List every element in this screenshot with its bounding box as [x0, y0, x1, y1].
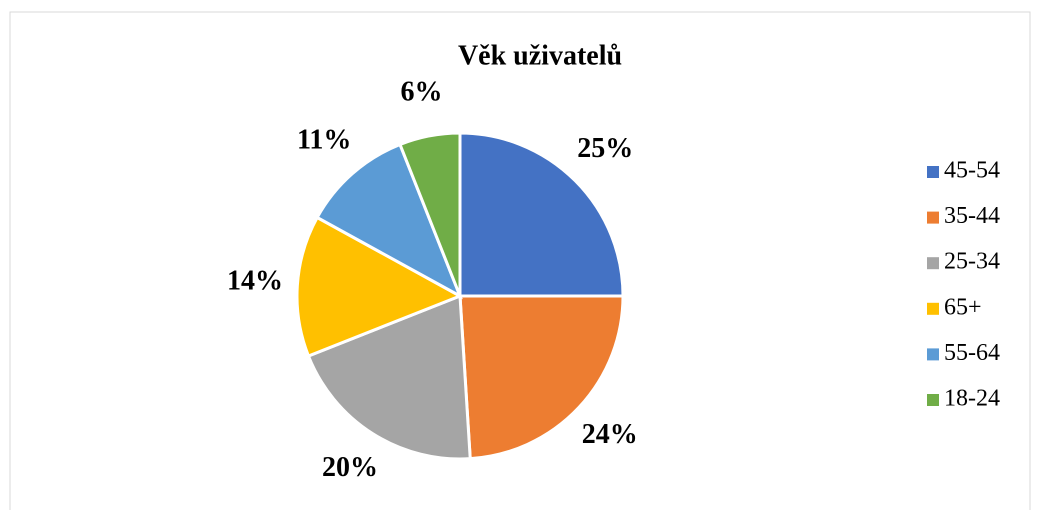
data-label: 25%: [577, 133, 633, 164]
pie-slice: [398, 131, 462, 297]
pie-slice: [295, 215, 464, 358]
pie-slice: [458, 294, 625, 461]
legend-label: 18-24: [944, 386, 1000, 412]
legend-label: 55-64: [944, 340, 1000, 366]
legend-swatch: [927, 348, 939, 361]
data-label: 11%: [297, 124, 351, 155]
chart-title: Věk uživatelů: [458, 40, 622, 71]
legend-label: 35-44: [944, 203, 1000, 229]
legend-swatch: [927, 257, 939, 270]
pie-slice: [458, 131, 625, 298]
data-label: 6%: [401, 77, 443, 108]
legend-label: 45-54: [944, 158, 1000, 184]
legend-swatch: [927, 302, 939, 315]
data-label: 24%: [582, 419, 638, 450]
pie-slice: [306, 293, 472, 461]
data-label: 20%: [322, 452, 378, 483]
legend-swatch: [927, 211, 939, 224]
chart-frame: [9, 11, 1031, 510]
pie-slice: [315, 142, 463, 300]
legend-swatch: [927, 166, 939, 178]
data-label: 14%: [227, 266, 283, 297]
legend-label: 65+: [944, 294, 982, 320]
legend-swatch: [927, 394, 939, 406]
legend-label: 25-34: [944, 249, 1000, 275]
